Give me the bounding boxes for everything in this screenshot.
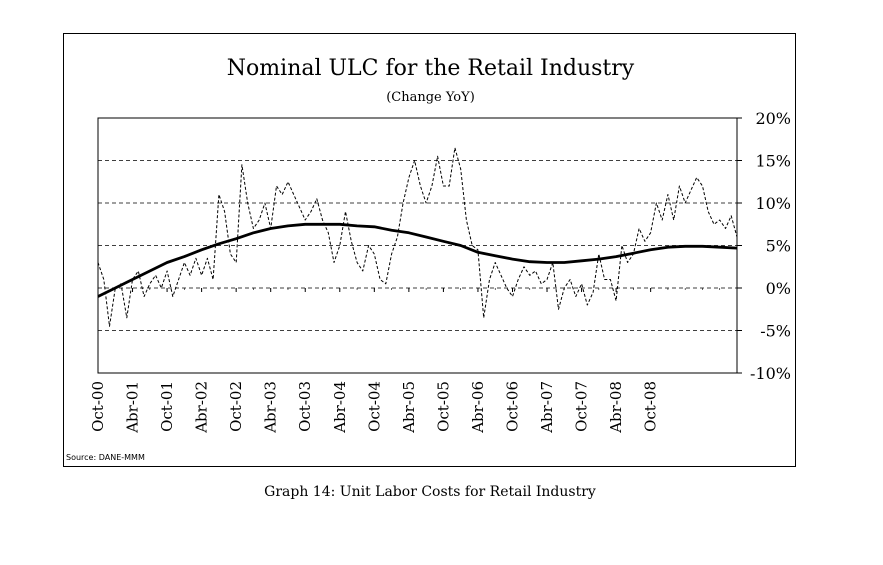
y-tick-label: -5% xyxy=(760,322,791,341)
series-line-dashed xyxy=(97,147,738,327)
x-tick-label: Oct-01 xyxy=(158,381,176,432)
x-tick-label: Abr-06 xyxy=(469,381,487,434)
x-tick-label: Abr-02 xyxy=(193,381,211,434)
plot-border xyxy=(97,117,738,374)
chart-subtitle: (Change YoY) xyxy=(386,90,475,105)
plot-area: -10% -5% 0% 5% 10% 15% 20% Oct-00 Abr-01 Oct-01 Ab… xyxy=(89,109,791,434)
x-tick-label: Abr-07 xyxy=(538,381,556,434)
chart-frame: Nominal ULC for the Retail Industry (Cha… xyxy=(63,33,796,467)
x-tick-label: Oct-06 xyxy=(503,381,521,432)
chart-title: Nominal ULC for the Retail Industry xyxy=(226,56,635,81)
x-tick-label: Oct-02 xyxy=(227,381,245,432)
y-tick-label: 5% xyxy=(766,237,791,256)
y-tick-label: 20% xyxy=(755,109,791,128)
x-tick-label: Oct-07 xyxy=(573,381,591,432)
x-tick-label: Oct-08 xyxy=(642,381,660,432)
y-tick-label: 15% xyxy=(755,152,791,171)
x-tick-label: Abr-03 xyxy=(262,381,280,434)
y-tick-label: -10% xyxy=(750,364,791,383)
series-line-solid xyxy=(97,222,738,298)
x-tick-label: Oct-00 xyxy=(89,381,107,432)
x-tick-label: Abr-05 xyxy=(400,381,418,434)
y-tick-label: 0% xyxy=(766,279,791,298)
source-note: Source: DANE-MMM xyxy=(66,453,145,462)
x-tick-label: Abr-08 xyxy=(607,381,625,434)
y-tick-label: 10% xyxy=(755,194,791,213)
x-tick-label: Oct-04 xyxy=(365,381,383,432)
figure-caption: Graph 14: Unit Labor Costs for Retail In… xyxy=(264,484,596,500)
x-tick-label: Oct-03 xyxy=(296,381,314,432)
x-tick-label: Abr-04 xyxy=(331,381,349,434)
x-tick-label: Oct-05 xyxy=(434,381,452,432)
x-tick-label: Abr-01 xyxy=(124,381,142,434)
